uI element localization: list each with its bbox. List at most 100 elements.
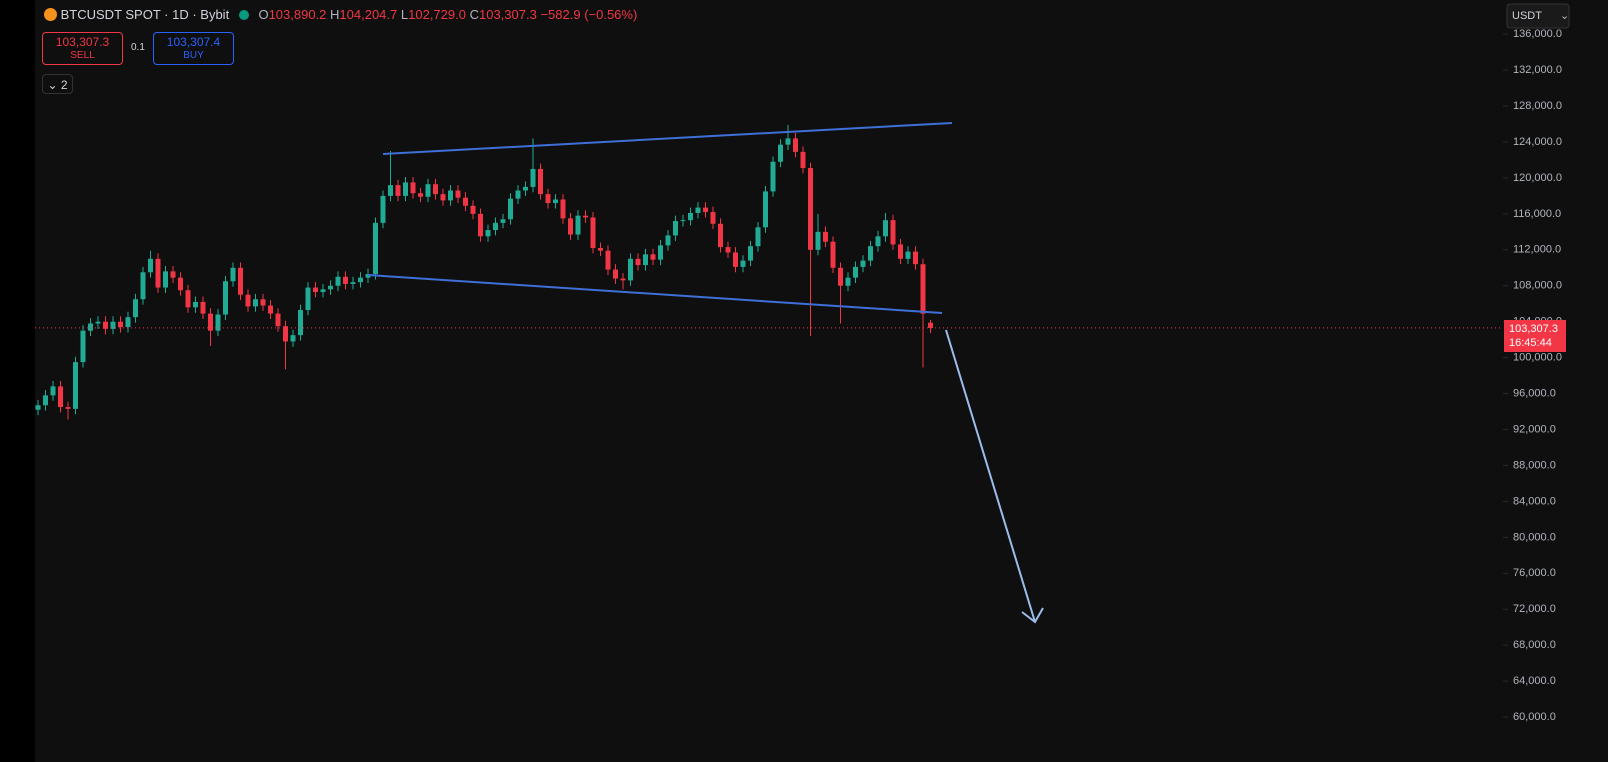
candle-body: [388, 185, 393, 196]
candle-body: [95, 321, 101, 324]
candle-body: [808, 168, 813, 250]
low-key: L: [400, 7, 409, 22]
candle-body: [493, 222, 498, 231]
candle-body: [658, 245, 663, 260]
candle-body: [673, 221, 678, 236]
sell-label: SELL: [70, 50, 95, 61]
candle-body: [575, 215, 581, 235]
candle-body: [433, 184, 438, 195]
candle-body: [718, 223, 723, 248]
y-tick-label: 112,000.0: [1513, 244, 1561, 256]
candle-body: [43, 395, 48, 406]
candle-body: [853, 266, 858, 278]
candle-body: [560, 199, 566, 219]
candle-body: [58, 386, 63, 408]
arrow-head: [1021, 607, 1044, 624]
candle-body: [868, 246, 873, 261]
candle-body: [343, 276, 348, 284]
candle-body: [695, 207, 701, 213]
countdown: 16:45:44: [1509, 337, 1552, 349]
high-key: H: [330, 7, 340, 22]
candle-body: [440, 194, 446, 201]
candle-body: [583, 215, 588, 218]
last-price: 103,307.3: [1509, 323, 1558, 335]
candle-body: [763, 191, 768, 228]
candle-body: [500, 219, 506, 223]
candle-body: [568, 218, 573, 235]
candle-body: [905, 251, 911, 259]
open: 103,890.2: [268, 7, 327, 22]
trend-line-upper: [382, 122, 953, 155]
quantity[interactable]: 0.1: [131, 42, 145, 53]
candle-body: [230, 267, 236, 282]
candle-body: [785, 138, 791, 145]
currency-selector[interactable]: [1506, 3, 1570, 29]
candle-body: [590, 217, 596, 249]
candle-body: [710, 212, 716, 224]
y-tick-label: 84,000.0: [1513, 495, 1556, 507]
candle-body: [913, 251, 918, 265]
candle-body: [530, 168, 536, 187]
candle-body: [403, 182, 408, 196]
candle-body: [313, 287, 318, 293]
candle-body: [178, 277, 183, 291]
high: 104,204.7: [339, 7, 398, 22]
candle-body: [875, 236, 881, 247]
candle-body: [245, 294, 251, 307]
candle-body: [470, 205, 476, 214]
candle-body: [155, 258, 161, 288]
candle-body: [305, 287, 311, 311]
y-tick-label: 116,000.0: [1513, 208, 1561, 220]
currency[interactable]: USDT: [1512, 10, 1542, 22]
trend-line-lower: [367, 274, 943, 314]
candle-body: [80, 330, 86, 363]
candle-body: [253, 299, 258, 307]
candle-body: [898, 244, 903, 259]
candle-body: [380, 195, 386, 223]
candle-body: [200, 301, 206, 314]
sell-button[interactable]: 103,307.3 SELL: [42, 32, 123, 65]
low: 102,729.0: [408, 7, 466, 22]
candle-body: [65, 407, 71, 409]
candle-body: [733, 252, 738, 267]
y-tick-label: 136,000.0: [1513, 28, 1562, 40]
candle-body: [350, 282, 356, 284]
candle-body: [890, 220, 896, 245]
y-tick-label: 128,000.0: [1513, 100, 1562, 112]
candle-body: [223, 281, 228, 315]
candle-body: [830, 241, 836, 268]
symbol[interactable]: BTCUSDT SPOT · 1D · Bybit: [60, 7, 230, 22]
candle-body: [665, 235, 671, 246]
candle-body: [88, 323, 93, 331]
candle-body: [193, 301, 198, 308]
candle-body: [650, 254, 656, 260]
candle-body: [538, 168, 543, 195]
candle-body: [425, 184, 431, 197]
candle-body: [373, 222, 378, 275]
candle-body: [35, 405, 41, 410]
candle-body: [50, 386, 56, 396]
candle-body: [163, 271, 168, 288]
candle-body: [703, 207, 708, 213]
candle-body: [395, 185, 401, 196]
buy-button[interactable]: 103,307.4 BUY: [153, 32, 234, 65]
candle-body: [628, 258, 633, 281]
candle-body: [320, 289, 326, 293]
y-tick-label: 108,000.0: [1513, 280, 1562, 292]
projection-arrow: [945, 329, 1036, 623]
price-axis-background: [1503, 0, 1608, 762]
candle-body: [73, 362, 78, 409]
candle-body: [860, 260, 866, 267]
candle-body: [358, 277, 363, 283]
candle-body: [118, 321, 123, 328]
candle-body: [275, 313, 281, 327]
y-tick-label: 76,000.0: [1513, 567, 1556, 579]
symbol-icon: [44, 8, 57, 21]
indicator-count: 2: [60, 78, 68, 92]
close: 103,307.3: [478, 7, 537, 22]
y-tick-label: 100,000.0: [1513, 352, 1562, 364]
buy-label: BUY: [183, 50, 204, 61]
indicators-toggle[interactable]: ⌄ 2: [42, 74, 73, 94]
candle-body: [515, 190, 521, 199]
